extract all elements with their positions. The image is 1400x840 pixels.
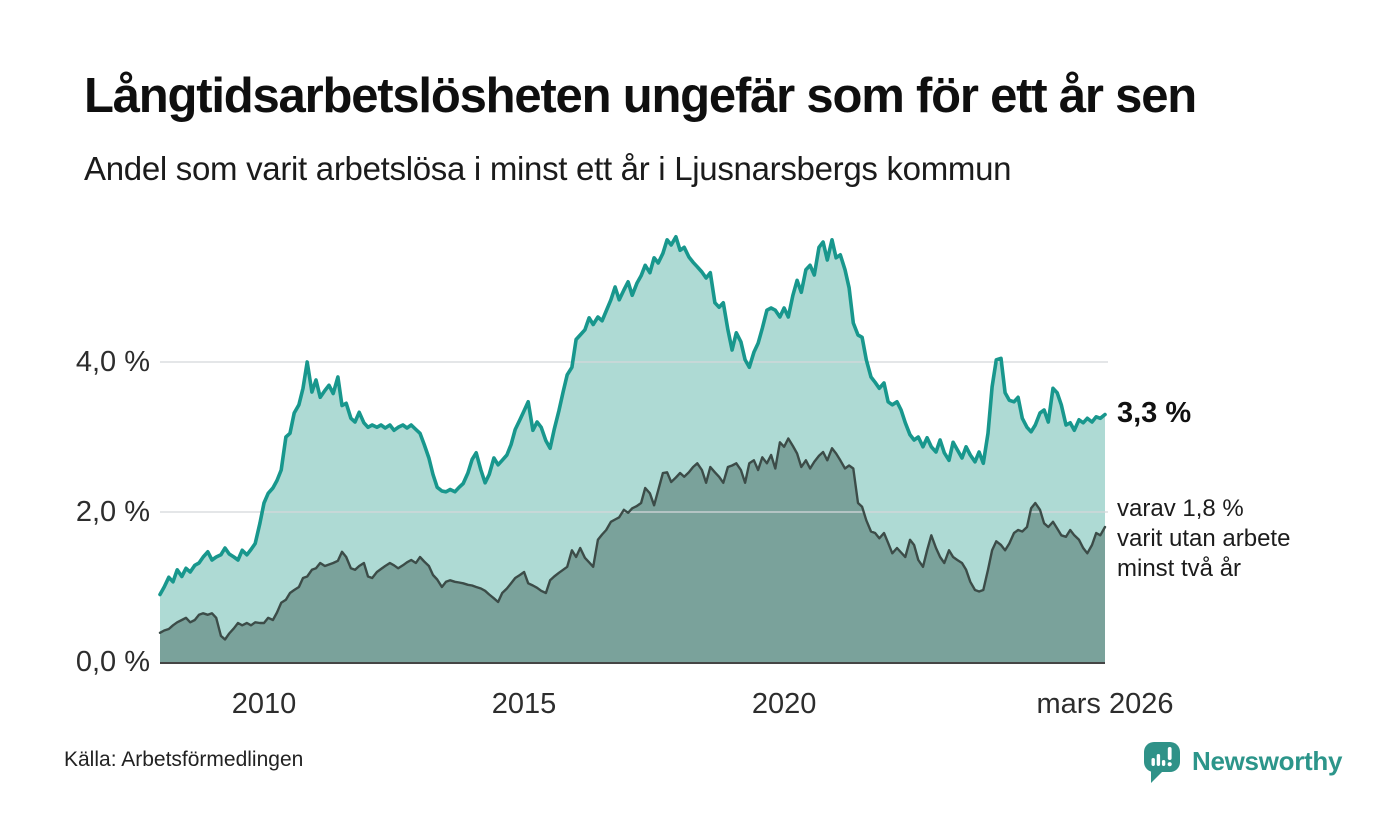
latest-value-label: 3,3 % xyxy=(1117,396,1192,429)
x-axis-tick-label: 2020 xyxy=(751,688,817,720)
subtitle: Andel som varit arbetslösa i minst ett å… xyxy=(84,150,1012,187)
newsworthy-brand: Newsworthy xyxy=(1144,742,1342,786)
y-axis-tick-label: 0,0 % xyxy=(75,646,150,678)
x-axis-tick-label: mars 2026 xyxy=(1036,688,1174,720)
secondary-series-annotation: varav 1,8 % varit utan arbete minst två … xyxy=(1117,494,1290,584)
line-2yr xyxy=(158,437,1107,641)
newsworthy-wordmark: Newsworthy xyxy=(1192,746,1343,776)
headline: Långtidsarbetslösheten ungefär som för e… xyxy=(84,69,1197,123)
annotation-line: varav 1,8 % xyxy=(1117,495,1244,522)
x-axis-tick-label: 2010 xyxy=(231,688,297,720)
annotation-line: minst två år xyxy=(1117,555,1242,582)
source-attribution: Källa: Arbetsförmedlingen xyxy=(64,748,304,771)
y-axis-tick-label: 2,0 % xyxy=(75,496,150,528)
line-1yr xyxy=(158,235,1107,597)
y-axis-tick-label: 4,0 % xyxy=(75,346,150,378)
x-axis-tick-label: 2015 xyxy=(491,688,557,720)
newsworthy-logo-icon xyxy=(1144,742,1180,783)
area-fill-2yr xyxy=(160,438,1105,662)
annotation-line: varit utan arbete xyxy=(1117,525,1291,552)
